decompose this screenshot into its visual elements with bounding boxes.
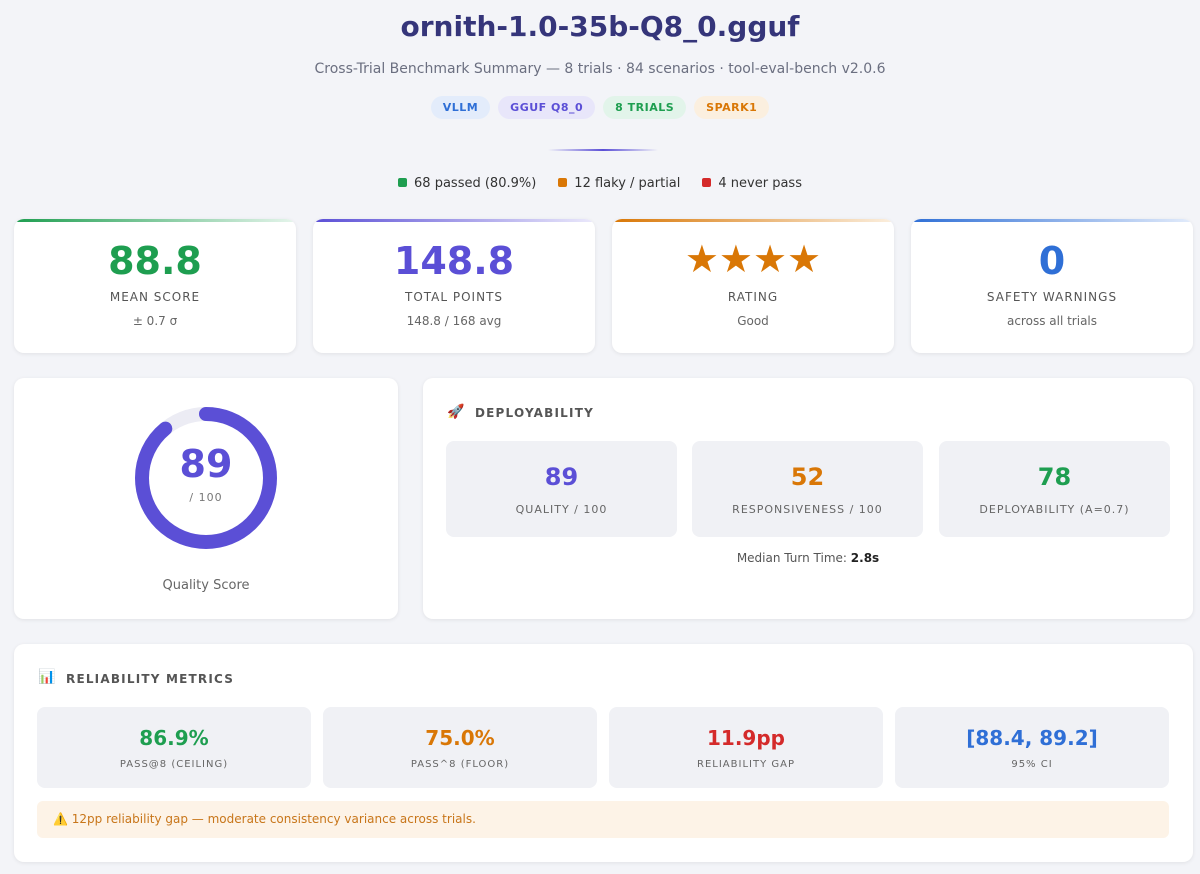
title: ornith-1.0-35b-Q8_0.gguf <box>400 10 800 43</box>
legend-text: 4 never pass <box>718 176 802 191</box>
median: Median Turn Time: 2.8s <box>423 551 1193 565</box>
metric-value: 86.9% <box>139 726 209 750</box>
stat-label: SAFETY WARNINGS <box>986 290 1118 304</box>
stat-sub: 148.8 / 168 avg <box>406 314 502 328</box>
badge: SPARK1 <box>694 96 770 119</box>
legend-text: 68 passed (80.9%) <box>414 176 537 191</box>
badge: VLLM <box>430 96 491 119</box>
icon: 🚀 <box>447 404 465 420</box>
icon: 📊 <box>38 669 56 685</box>
metric-label: QUALITY / 100 <box>515 503 608 516</box>
metric-value: 89 <box>544 463 579 491</box>
stat-value: 148.8 <box>393 239 515 283</box>
metric-box: 75.0% PASS^8 (FLOOR) <box>323 707 597 788</box>
stat-card: ★★★★ RATING Good <box>612 219 894 353</box>
stat-sub: Good <box>737 314 769 328</box>
stat-value: ★★★★ <box>684 237 822 281</box>
legend-item: 68 passed (80.9%) <box>398 176 536 191</box>
legend: 68 passed (80.9%) 12 flaky / partial 4 n… <box>0 176 1200 191</box>
gauge-card: 89 / 100 Quality Score <box>14 378 398 619</box>
metric-box: 86.9% PASS@8 (CEILING) <box>37 707 311 788</box>
divider <box>548 149 658 151</box>
median-value: 2.8s <box>850 551 880 565</box>
metric-box: 89 QUALITY / 100 <box>446 441 677 537</box>
reliability-card: 📊 RELIABILITY METRICS 86.9% PASS@8 (CEIL… <box>14 644 1193 862</box>
gauge-arc <box>135 407 277 549</box>
section-title: DEPLOYABILITY <box>475 406 594 420</box>
legend-item: 12 flaky / partial <box>558 176 680 191</box>
metric-label: RELIABILITY GAP <box>697 759 795 770</box>
metric-label: RESPONSIVENESS / 100 <box>732 503 883 516</box>
metric-label: 95% CI <box>1011 759 1053 770</box>
stat-sub: across all trials <box>1006 314 1098 328</box>
stat-value: 0 <box>1038 239 1066 283</box>
stat-label: MEAN SCORE <box>109 290 201 304</box>
median-label: Median Turn Time: <box>736 551 847 565</box>
metric-value: [88.4, 89.2] <box>966 726 1098 750</box>
metric-value: 75.0% <box>425 726 495 750</box>
gauge <box>135 407 277 549</box>
metric-box: 52 RESPONSIVENESS / 100 <box>692 441 923 537</box>
badges: VLLM GGUF Q8_0 8 TRIALS SPARK1 <box>0 96 1200 119</box>
legend-text: 12 flaky / partial <box>574 176 681 191</box>
gauge-value: 89 <box>179 442 233 486</box>
stat-label: RATING <box>727 290 779 304</box>
metric-label: PASS^8 (FLOOR) <box>410 759 510 770</box>
gauge-max: / 100 <box>189 491 223 504</box>
stat-sub: ± 0.7 σ <box>132 314 178 328</box>
stat-card: 0 SAFETY WARNINGS across all trials <box>911 219 1193 353</box>
metric-box: 78 DEPLOYABILITY (A=0.7) <box>939 441 1170 537</box>
legend-item: 4 never pass <box>702 176 802 191</box>
metric-value: 11.9pp <box>707 726 785 750</box>
stat-card: 88.8 MEAN SCORE ± 0.7 σ <box>14 219 296 353</box>
badge: 8 TRIALS <box>603 96 687 119</box>
deployability-card: 🚀 DEPLOYABILITY 89 QUALITY / 100 52 RESP… <box>423 378 1193 619</box>
badge: GGUF Q8_0 <box>498 96 596 119</box>
metric-label: DEPLOYABILITY (A=0.7) <box>979 503 1130 516</box>
metric-value: 78 <box>1037 463 1072 491</box>
metric-value: 52 <box>790 463 825 491</box>
stat-label: TOTAL POINTS <box>404 290 504 304</box>
warning-text: 12pp reliability gap — moderate consiste… <box>71 812 476 826</box>
metric-box: 11.9pp RELIABILITY GAP <box>609 707 883 788</box>
subtitle: Cross-Trial Benchmark Summary — 8 trials… <box>314 61 886 77</box>
stat-value: 88.8 <box>108 239 202 283</box>
stat-card: 148.8 TOTAL POINTS 148.8 / 168 avg <box>313 219 595 353</box>
warning: ⚠️ 12pp reliability gap — moderate consi… <box>37 801 1169 838</box>
section-title: RELIABILITY METRICS <box>66 672 235 686</box>
metric-label: PASS@8 (CEILING) <box>119 759 229 770</box>
metric-box: [88.4, 89.2] 95% CI <box>895 707 1169 788</box>
gauge-label: Quality Score <box>162 578 250 593</box>
